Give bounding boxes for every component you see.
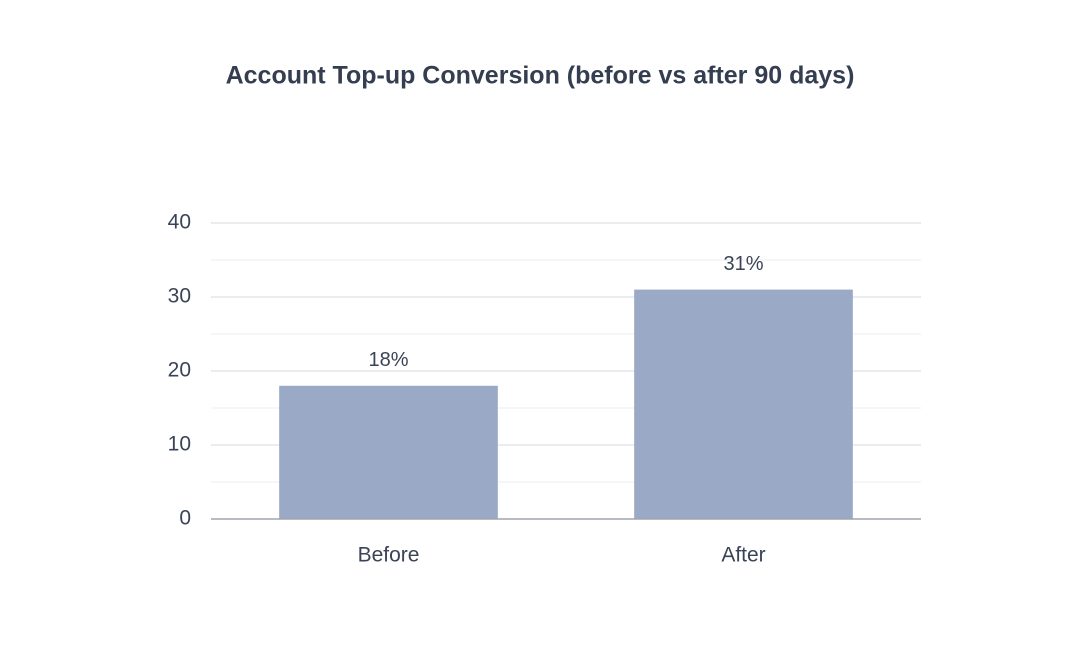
chart-title: Account Top-up Conversion (before vs aft… [226,62,855,90]
bar [279,385,498,519]
value-label: 18% [368,349,408,371]
y-tick-label: 0 [179,507,191,530]
y-tick-label: 30 [168,285,191,308]
value-label: 31% [723,253,763,275]
y-tick-label: 10 [168,433,191,456]
bar [634,289,853,519]
x-tick-label: Before [358,544,420,567]
y-tick-label: 40 [168,211,191,234]
x-tick-label: After [721,544,765,567]
y-tick-label: 20 [168,359,191,382]
